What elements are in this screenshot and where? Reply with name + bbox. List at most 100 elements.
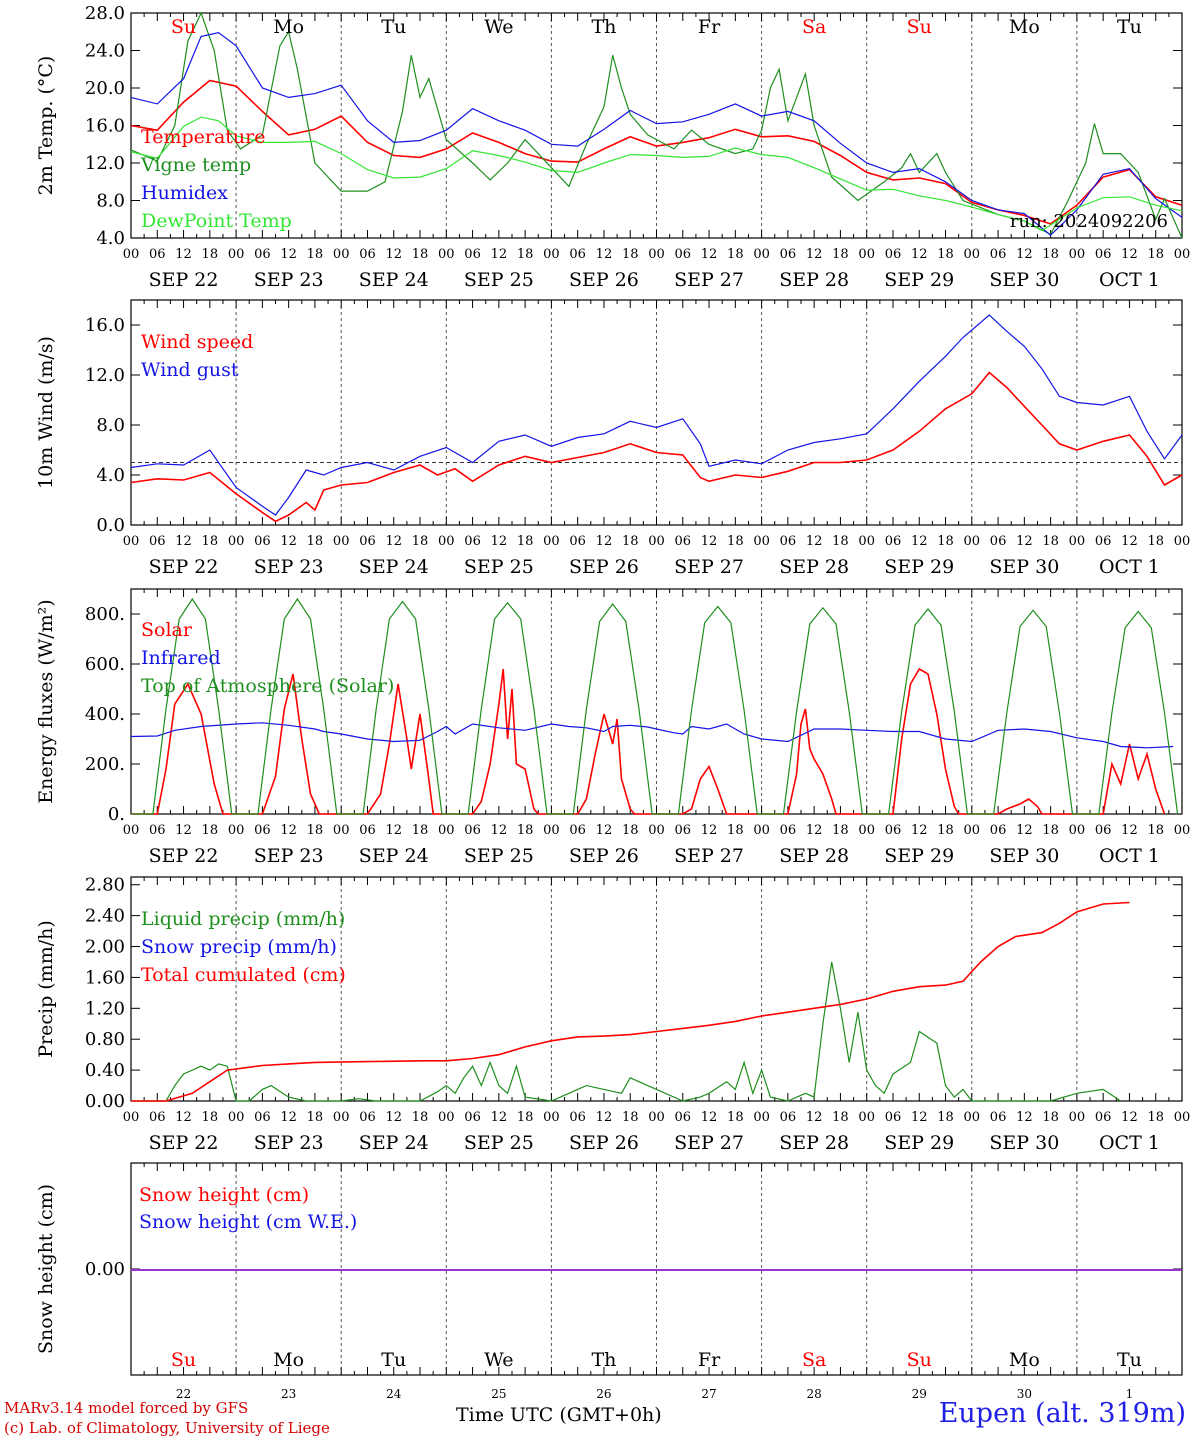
y-tick-label: 12.0 — [85, 153, 125, 174]
weekday-label-bottom: Su — [171, 1349, 196, 1371]
series-line-top-of-atmosphere-solar- — [131, 597, 1179, 815]
x-date-label: SEP 26 — [569, 845, 639, 867]
day-number-label: 22 — [176, 1387, 191, 1401]
panel-frame — [130, 588, 1183, 815]
x-hour-label: 12 — [175, 534, 192, 549]
x-hour-label: 00 — [543, 247, 560, 262]
x-hour-label: 06 — [464, 1110, 481, 1125]
series-line-liquid-precip-mm-h- — [131, 961, 1122, 1102]
x-date-label: SEP 27 — [674, 845, 744, 867]
x-hour-label: 06 — [569, 247, 586, 262]
x-hour-label: 12 — [701, 247, 718, 262]
x-hour-label: 12 — [385, 1110, 402, 1125]
x-hour-label: 06 — [1095, 1110, 1112, 1125]
x-hour-label: 06 — [885, 534, 902, 549]
x-date-label: SEP 25 — [464, 845, 534, 867]
lab-credit: (c) Lab. of Climatology, University of L… — [4, 1419, 330, 1437]
weekday-label-top: Su — [907, 16, 932, 38]
x-date-label: SEP 22 — [149, 556, 219, 578]
x-hour-label: 18 — [307, 534, 324, 549]
panel-frame — [130, 299, 1183, 526]
weekday-label-top: Mo — [273, 16, 304, 38]
day-number-label: 25 — [491, 1387, 506, 1401]
x-hour-label: 12 — [491, 247, 508, 262]
x-hour-label: 12 — [1121, 247, 1138, 262]
x-hour-label: 12 — [1016, 1110, 1033, 1125]
x-hour-label: 18 — [1042, 1110, 1059, 1125]
series-line-humidex — [130, 32, 1183, 237]
x-hour-label: 18 — [517, 823, 534, 838]
x-date-label: OCT 1 — [1099, 1132, 1160, 1154]
x-date-label: SEP 23 — [254, 845, 324, 867]
x-hour-label: 18 — [202, 1110, 219, 1125]
x-hour-label: 00 — [228, 534, 245, 549]
x-date-label: SEP 26 — [569, 1132, 639, 1154]
x-hour-label: 18 — [832, 247, 849, 262]
x-date-label: OCT 1 — [1099, 845, 1160, 867]
x-hour-label: 18 — [1042, 534, 1059, 549]
x-hour-label: 00 — [438, 823, 455, 838]
day-number-label: 23 — [281, 1387, 296, 1401]
legend-label: Wind gust — [141, 359, 239, 381]
legend-label: Snow height (cm) — [139, 1184, 309, 1206]
x-hour-label: 06 — [569, 1110, 586, 1125]
y-tick-label: 0.80 — [85, 1029, 125, 1050]
x-hour-label: 00 — [228, 823, 245, 838]
weekday-label-bottom: Tu — [381, 1349, 406, 1371]
x-hour-label: 18 — [727, 534, 744, 549]
x-hour-label: 18 — [1147, 247, 1164, 262]
x-hour-label: 00 — [648, 247, 665, 262]
x-date-label: SEP 25 — [464, 1132, 534, 1154]
x-hour-label: 18 — [412, 823, 429, 838]
x-hour-label: 18 — [937, 247, 954, 262]
y-tick-label: 200. — [85, 754, 125, 775]
x-hour-label: 12 — [701, 823, 718, 838]
x-hour-label: 00 — [1174, 534, 1191, 549]
x-hour-label: 12 — [385, 823, 402, 838]
x-hour-label: 18 — [832, 534, 849, 549]
y-axis-title: 10m Wind (m/s) — [35, 336, 57, 489]
x-hour-label: 00 — [1069, 534, 1086, 549]
y-tick-label: 1.60 — [85, 967, 125, 988]
y-axis-title: Precip (mm/h) — [35, 920, 57, 1058]
x-hour-label: 06 — [359, 823, 376, 838]
x-hour-label: 00 — [648, 823, 665, 838]
x-date-label: SEP 24 — [359, 845, 429, 867]
x-date-label: SEP 25 — [464, 269, 534, 291]
x-hour-label: 00 — [438, 1110, 455, 1125]
x-hour-label: 12 — [385, 247, 402, 262]
x-hour-label: 18 — [832, 823, 849, 838]
y-tick-label: 800. — [85, 604, 125, 625]
x-hour-label: 00 — [123, 534, 140, 549]
x-date-label: SEP 29 — [884, 845, 954, 867]
x-hour-label: 00 — [753, 1110, 770, 1125]
y-tick-label: 2.80 — [85, 875, 125, 896]
legend-label: Total cumulated (cm) — [141, 964, 346, 986]
x-hour-label: 06 — [1095, 247, 1112, 262]
y-tick-label: 16.0 — [85, 315, 125, 336]
x-hour-label: 00 — [333, 823, 350, 838]
x-hour-label: 18 — [202, 534, 219, 549]
x-date-label: SEP 24 — [359, 269, 429, 291]
x-hour-label: 00 — [333, 1110, 350, 1125]
x-hour-label: 12 — [596, 823, 613, 838]
x-hour-label: 18 — [622, 1110, 639, 1125]
x-date-label: SEP 24 — [359, 556, 429, 578]
x-date-label: SEP 22 — [149, 1132, 219, 1154]
x-hour-label: 00 — [1069, 823, 1086, 838]
x-hour-label: 06 — [359, 247, 376, 262]
x-hour-label: 18 — [622, 534, 639, 549]
x-hour-label: 12 — [806, 247, 823, 262]
legend-label: DewPoint Temp — [141, 210, 292, 232]
x-hour-label: 12 — [701, 534, 718, 549]
x-hour-label: 18 — [202, 247, 219, 262]
x-date-label: SEP 23 — [254, 556, 324, 578]
x-hour-label: 00 — [1174, 1110, 1191, 1125]
x-hour-label: 00 — [753, 823, 770, 838]
x-hour-label: 00 — [964, 1110, 981, 1125]
x-hour-label: 06 — [149, 247, 166, 262]
legend-label: Top of Atmosphere (Solar) — [141, 675, 394, 697]
legend-label: Liquid precip (mm/h) — [141, 908, 345, 930]
x-hour-label: 12 — [806, 534, 823, 549]
x-hour-label: 00 — [858, 247, 875, 262]
